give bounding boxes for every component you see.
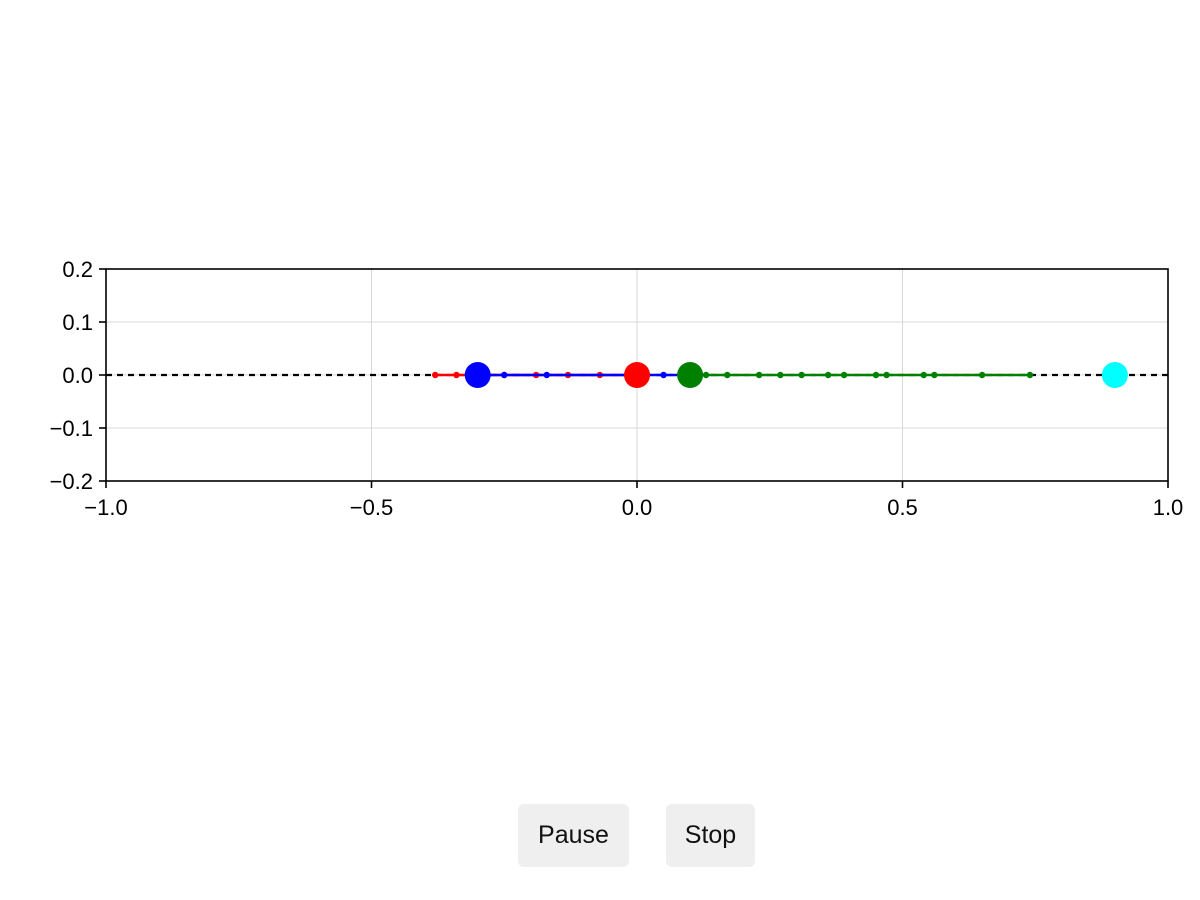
trail-point-2-13	[1026, 371, 1034, 379]
trail-point-2-7	[840, 371, 848, 379]
trail-point-2-2	[724, 371, 731, 379]
axis-ticks: −1.0 −0.5 0.0 0.5 1.0 −0.2 −0.1 0.0 0.1 0.2	[50, 257, 1184, 520]
trail-point-1-1	[501, 371, 508, 379]
trail-point-2-1	[702, 371, 710, 379]
trail-point-2-11	[931, 371, 938, 379]
y-tick-label-3: 0.1	[62, 310, 93, 335]
trail-point-2-10	[920, 371, 927, 379]
trail-point-2-12	[978, 371, 986, 379]
y-tick-label-4: 0.2	[62, 257, 93, 282]
x-tick-label-2: 0.0	[622, 495, 653, 520]
trail-2	[686, 371, 1034, 379]
y-tick-label-1: −0.1	[50, 416, 93, 441]
trail-point-2-3	[755, 371, 763, 379]
trail-point-2-8	[872, 371, 880, 379]
trail-point-2-4	[777, 371, 784, 379]
body-marker-3	[1101, 362, 1128, 388]
trail-point-0-0	[432, 371, 439, 379]
trail-point-0-1	[453, 371, 460, 379]
body-marker-0	[464, 362, 491, 388]
trail-1	[474, 371, 694, 379]
stop-button[interactable]: Stop	[666, 804, 755, 867]
x-tick-label-4: 1.0	[1153, 495, 1184, 520]
x-tick-label-0: −1.0	[84, 495, 127, 520]
trail-point-1-2	[543, 371, 550, 379]
x-tick-label-3: 0.5	[887, 495, 918, 520]
body-marker-2	[677, 362, 704, 388]
body-marker-1	[624, 362, 650, 388]
bodies	[464, 362, 1128, 388]
y-tick-label-0: −0.2	[50, 469, 93, 494]
trail-point-1-4	[660, 371, 667, 379]
x-tick-label-1: −0.5	[350, 495, 393, 520]
trail-point-2-5	[798, 371, 805, 379]
pause-button[interactable]: Pause	[518, 804, 629, 867]
trail-point-2-6	[824, 371, 832, 379]
trajectory-trails	[432, 371, 1034, 379]
trail-point-2-9	[883, 371, 890, 379]
y-tick-label-2: 0.0	[62, 363, 93, 388]
